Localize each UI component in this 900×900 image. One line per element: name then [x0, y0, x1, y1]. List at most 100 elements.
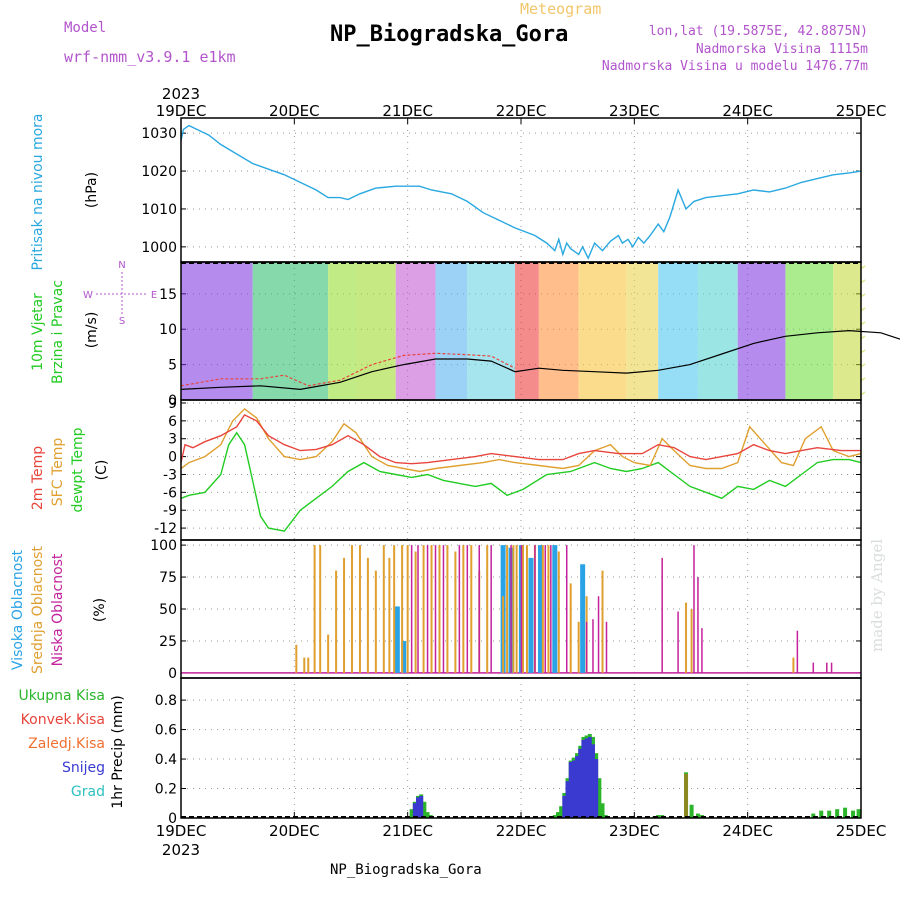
- wind-barb: [661, 377, 669, 383]
- compass-e: E: [151, 290, 157, 301]
- wind-speed-line: [180, 329, 900, 391]
- wind-barb: [311, 265, 319, 271]
- wind-barb: [470, 265, 478, 271]
- cloud-bar-mid: [335, 570, 338, 673]
- wind-barb: [542, 307, 550, 313]
- precip-bar: [656, 815, 661, 818]
- cloud-bar-mid: [366, 557, 369, 673]
- wind-barb: [858, 391, 866, 397]
- pressure-unit: (hPa): [84, 172, 100, 208]
- wind-barb: [822, 265, 829, 271]
- time-label-top: 21DEC: [382, 102, 433, 120]
- wind-barb: [723, 321, 731, 327]
- wind-barb: [683, 377, 691, 383]
- wind-barb: [331, 265, 339, 271]
- wind-barb: [239, 265, 247, 271]
- cloud-unit: (%): [92, 598, 108, 622]
- wind-barb: [529, 307, 537, 313]
- wind-barb: [847, 363, 855, 369]
- wind-barb: [615, 321, 623, 327]
- y-tick-label: 25: [159, 634, 177, 650]
- wind-barb: [278, 321, 286, 327]
- wind-barb: [342, 349, 350, 355]
- wind-barb: [461, 293, 468, 299]
- wind-barb: [239, 335, 247, 341]
- wind-barb: [640, 391, 648, 397]
- wind-barb: [267, 335, 275, 341]
- cloud-bar-low: [605, 621, 608, 673]
- wind-barb: [481, 293, 489, 299]
- wind-barb: [256, 307, 264, 313]
- wind-barb: [421, 377, 429, 383]
- wind-barb: [184, 363, 192, 369]
- wind-barb: [381, 265, 389, 271]
- wind-barb: [518, 265, 526, 271]
- wind-barb: [604, 349, 612, 355]
- wind-barb: [822, 349, 829, 355]
- wind-barb: [683, 349, 691, 355]
- precip-bar: [851, 810, 856, 818]
- footer-station: NP_Biogradska_Gora: [330, 862, 482, 878]
- wind-barb: [195, 265, 203, 271]
- wind-barb: [629, 307, 637, 313]
- wind-barb: [723, 279, 731, 285]
- wind-barb: [206, 321, 214, 327]
- wind-barb: [564, 307, 572, 313]
- wind-barb: [228, 335, 236, 341]
- wind-barb: [811, 307, 818, 313]
- wind-barb: [661, 307, 669, 313]
- wind-barb: [342, 293, 350, 299]
- y-tick-label: 100: [150, 538, 177, 554]
- wind-barb: [529, 279, 537, 285]
- wind-barb: [311, 363, 319, 369]
- wind-barb: [822, 293, 829, 299]
- cloud-bar-mid: [393, 545, 396, 673]
- wind-barb: [542, 279, 550, 285]
- wind-barb: [858, 363, 866, 369]
- wind-barb: [518, 377, 526, 383]
- wind-barb: [450, 321, 457, 327]
- precip-bar: [584, 738, 589, 818]
- cloud-bar-mid: [438, 545, 441, 673]
- wind-barb: [811, 349, 818, 355]
- wind-barb: [542, 391, 550, 397]
- cloud-bar-mid: [601, 570, 604, 673]
- wind-barb: [359, 321, 367, 327]
- wind-barb: [481, 265, 489, 271]
- watermark: made by Angel: [868, 538, 886, 652]
- wind-barb: [381, 307, 389, 313]
- wind-barb: [256, 363, 264, 369]
- wind-barb: [672, 265, 680, 271]
- y-tick-label: -6: [163, 485, 177, 501]
- wind-barb: [421, 349, 429, 355]
- wind-barb: [322, 349, 330, 355]
- wind-barb: [342, 321, 350, 327]
- wind-barb: [239, 377, 247, 383]
- wind-barb: [811, 335, 818, 341]
- wind-barb: [370, 321, 378, 327]
- wind-barb: [822, 307, 829, 313]
- wind-barb: [836, 293, 844, 299]
- wind-barb: [661, 349, 669, 355]
- wind-barb: [518, 363, 526, 369]
- wind-barb: [593, 279, 601, 285]
- wind-barb: [421, 307, 429, 313]
- wind-barb: [206, 265, 214, 271]
- wind-barb: [593, 349, 601, 355]
- wind-barb: [847, 293, 855, 299]
- precip-bar: [568, 762, 573, 818]
- wind-barb: [723, 391, 731, 397]
- wind-barb: [752, 391, 760, 397]
- y-tick-label: 50: [159, 602, 177, 618]
- y-tick-label: 1030: [141, 126, 177, 142]
- wind-barb: [741, 307, 749, 313]
- wind-barb: [800, 349, 807, 355]
- cloud-bar-mid: [327, 634, 330, 673]
- cloud-bar-mid: [388, 557, 391, 673]
- wind-barb: [651, 349, 659, 355]
- wind-barb: [774, 377, 782, 383]
- wind-barb: [461, 335, 468, 341]
- cloud-bar-high: [552, 545, 558, 673]
- wind-barb: [582, 335, 590, 341]
- wind-barb: [184, 293, 192, 299]
